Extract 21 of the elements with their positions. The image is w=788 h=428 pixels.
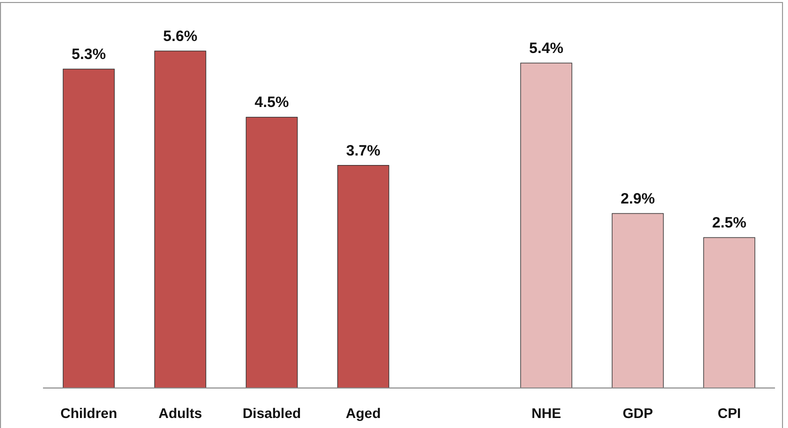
bar — [154, 50, 206, 388]
bar — [62, 68, 115, 388]
bar — [520, 62, 572, 388]
data-label: 2.5% — [712, 214, 746, 232]
x-tick-label: Adults — [158, 405, 202, 421]
data-label: 4.5% — [254, 94, 289, 112]
data-label: 3.7% — [346, 142, 380, 160]
x-tick-label: NHE — [531, 405, 562, 421]
data-label: 5.4% — [529, 40, 564, 58]
x-tick-label: GDP — [622, 405, 653, 421]
bar — [246, 116, 298, 388]
bar — [703, 237, 756, 388]
x-tick-label: CPI — [718, 405, 741, 421]
bar — [612, 213, 664, 388]
x-tick-label: Disabled — [242, 405, 301, 421]
x-tick-label: Children — [60, 405, 118, 421]
data-label: 5.6% — [163, 28, 198, 45]
bar — [337, 165, 390, 388]
data-label: 2.9% — [620, 190, 655, 208]
data-label: 5.3% — [72, 46, 106, 64]
x-tick-label: Aged — [346, 405, 381, 421]
